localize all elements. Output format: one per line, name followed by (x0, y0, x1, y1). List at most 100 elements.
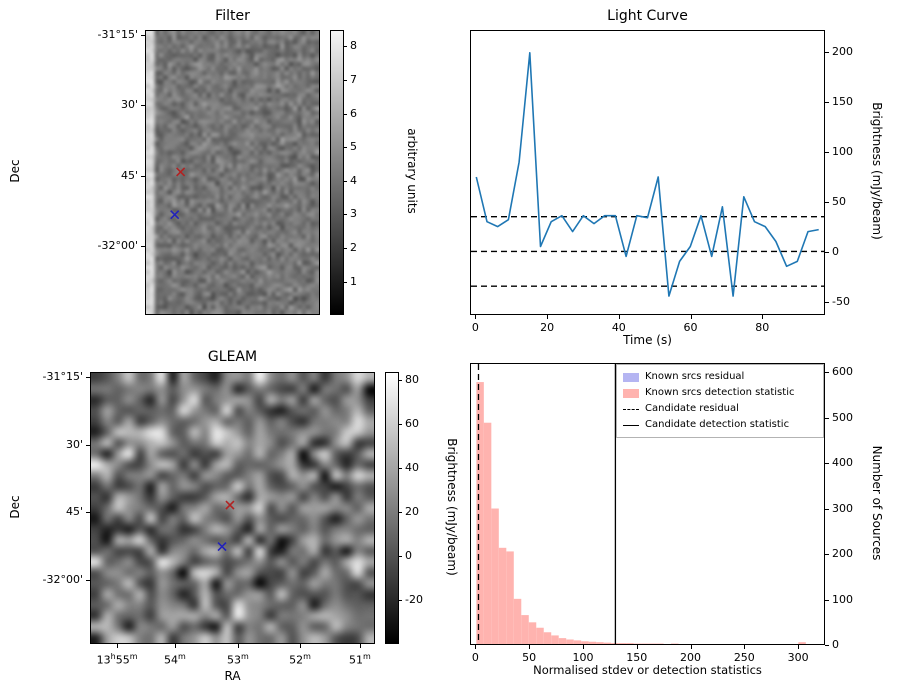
colorbar-tick-label: 2 (350, 241, 357, 255)
tick-mark (300, 644, 302, 648)
tick-mark (744, 645, 746, 649)
tick-mark (344, 180, 347, 182)
y-tick-label: 400 (832, 456, 853, 470)
gleam-source-markers (217, 500, 235, 552)
histogram-bar (603, 642, 612, 644)
y-tick-label: 45' (65, 505, 83, 519)
tick-mark (344, 45, 347, 47)
gleam-y-axis-label: Dec (8, 495, 22, 519)
lightcurve-plot (470, 30, 825, 315)
tick-mark (399, 512, 402, 514)
histogram-bar (498, 547, 507, 644)
y-tick-label: 300 (832, 501, 853, 515)
histogram-y-axis-label: Number of Sources (870, 445, 884, 561)
tick-mark (141, 104, 145, 106)
y-tick-label: 45' (120, 168, 138, 182)
tick-mark (344, 113, 347, 115)
y-tick-label: 50 (832, 195, 846, 208)
colorbar-tick-label: 4 (350, 173, 357, 187)
filter-image-plot (145, 30, 320, 315)
x-tick-label: 40 (611, 321, 626, 334)
histogram-bar (528, 622, 537, 644)
lightcurve-series-line (475, 51, 819, 297)
tick-mark (825, 152, 829, 153)
x-tick-label: 0 (471, 321, 479, 334)
x-tick-label: 100 (572, 651, 594, 664)
lightcurve-title: Light Curve (607, 8, 688, 24)
gleam-colorbar-label: Brightness (mJy/beam) (445, 438, 459, 576)
histogram-bar (513, 598, 522, 644)
colorbar-tick-label: 6 (350, 106, 357, 120)
gleam-image-plot (90, 372, 375, 644)
tick-mark (825, 554, 829, 556)
x-tick-label: 60 (683, 321, 698, 334)
histogram-bar (618, 643, 627, 644)
tick-mark (141, 175, 145, 177)
lightcurve-x-axis-label: Time (s) (623, 333, 672, 347)
tick-mark (690, 645, 692, 649)
tick-mark (618, 315, 620, 319)
colorbar-tick-label: 40 (405, 461, 419, 475)
filter-source-markers (170, 167, 186, 220)
tick-mark (825, 252, 829, 253)
histogram-bar (558, 638, 567, 644)
histogram-bar (506, 551, 514, 644)
tick-mark (344, 214, 347, 216)
tick-mark (475, 315, 477, 319)
legend-swatch-patch (623, 372, 639, 382)
tick-mark (547, 315, 549, 319)
tick-mark (690, 315, 692, 319)
tick-mark (825, 202, 829, 203)
histogram-legend: Known srcs residual Known srcs detection … (616, 364, 824, 438)
colorbar-tick-label: 8 (350, 38, 357, 52)
tick-mark (117, 644, 119, 648)
y-tick-label: -32°00' (97, 239, 139, 253)
legend-label: Known srcs detection statistic (645, 387, 795, 398)
tick-mark (399, 468, 402, 470)
tick-mark (762, 315, 764, 319)
histogram-bar (588, 641, 597, 644)
filter-colorbar-label: arbitrary units (405, 128, 419, 214)
x-tick-label: 80 (755, 321, 770, 334)
y-tick-label: 30' (65, 437, 83, 451)
y-tick-label: 200 (832, 45, 853, 58)
tick-mark (141, 246, 145, 248)
colorbar-tick-label: 20 (405, 505, 419, 519)
tick-mark (344, 281, 347, 283)
colorbar-tick-label: -20 (405, 592, 423, 606)
colorbar-tick-label: 5 (350, 140, 357, 154)
histogram-bar (551, 635, 559, 644)
histogram-bar (543, 632, 552, 644)
histogram-bar (536, 627, 544, 644)
lightcurve-chart (471, 51, 824, 297)
y-tick-label: -31°15' (42, 369, 84, 383)
legend-item-2: Candidate residual (623, 401, 817, 417)
x-tick-label: 52m (289, 652, 311, 667)
candidate-red-x-marker (225, 500, 235, 510)
tick-mark (399, 555, 402, 557)
legend-swatch-dashed-line (623, 408, 639, 410)
y-tick-label: -31°15' (97, 28, 139, 42)
tick-mark (825, 52, 829, 53)
tick-mark (825, 372, 829, 374)
x-tick-label: 150 (626, 651, 648, 664)
tick-mark (174, 644, 176, 648)
tick-mark (86, 376, 90, 378)
histogram-bar (596, 642, 604, 644)
tick-mark (237, 644, 239, 648)
filter-colorbar (330, 30, 344, 315)
tick-mark (399, 599, 402, 601)
tick-mark (529, 645, 531, 649)
y-tick-label: 100 (832, 145, 853, 158)
legend-swatch-solid-line (623, 424, 639, 426)
legend-label: Candidate residual (645, 403, 739, 414)
legend-label: Known srcs residual (645, 371, 745, 382)
histogram-x-axis-label: Normalised stdev or detection statistics (533, 663, 762, 677)
x-tick-label: 13h55m (96, 652, 138, 667)
colorbar-tick-label: 60 (405, 416, 419, 430)
tick-mark (825, 302, 829, 303)
histogram-bar (521, 615, 529, 644)
filter-title: Filter (215, 8, 250, 24)
y-tick-label: 200 (832, 547, 853, 561)
tick-mark (636, 645, 638, 649)
